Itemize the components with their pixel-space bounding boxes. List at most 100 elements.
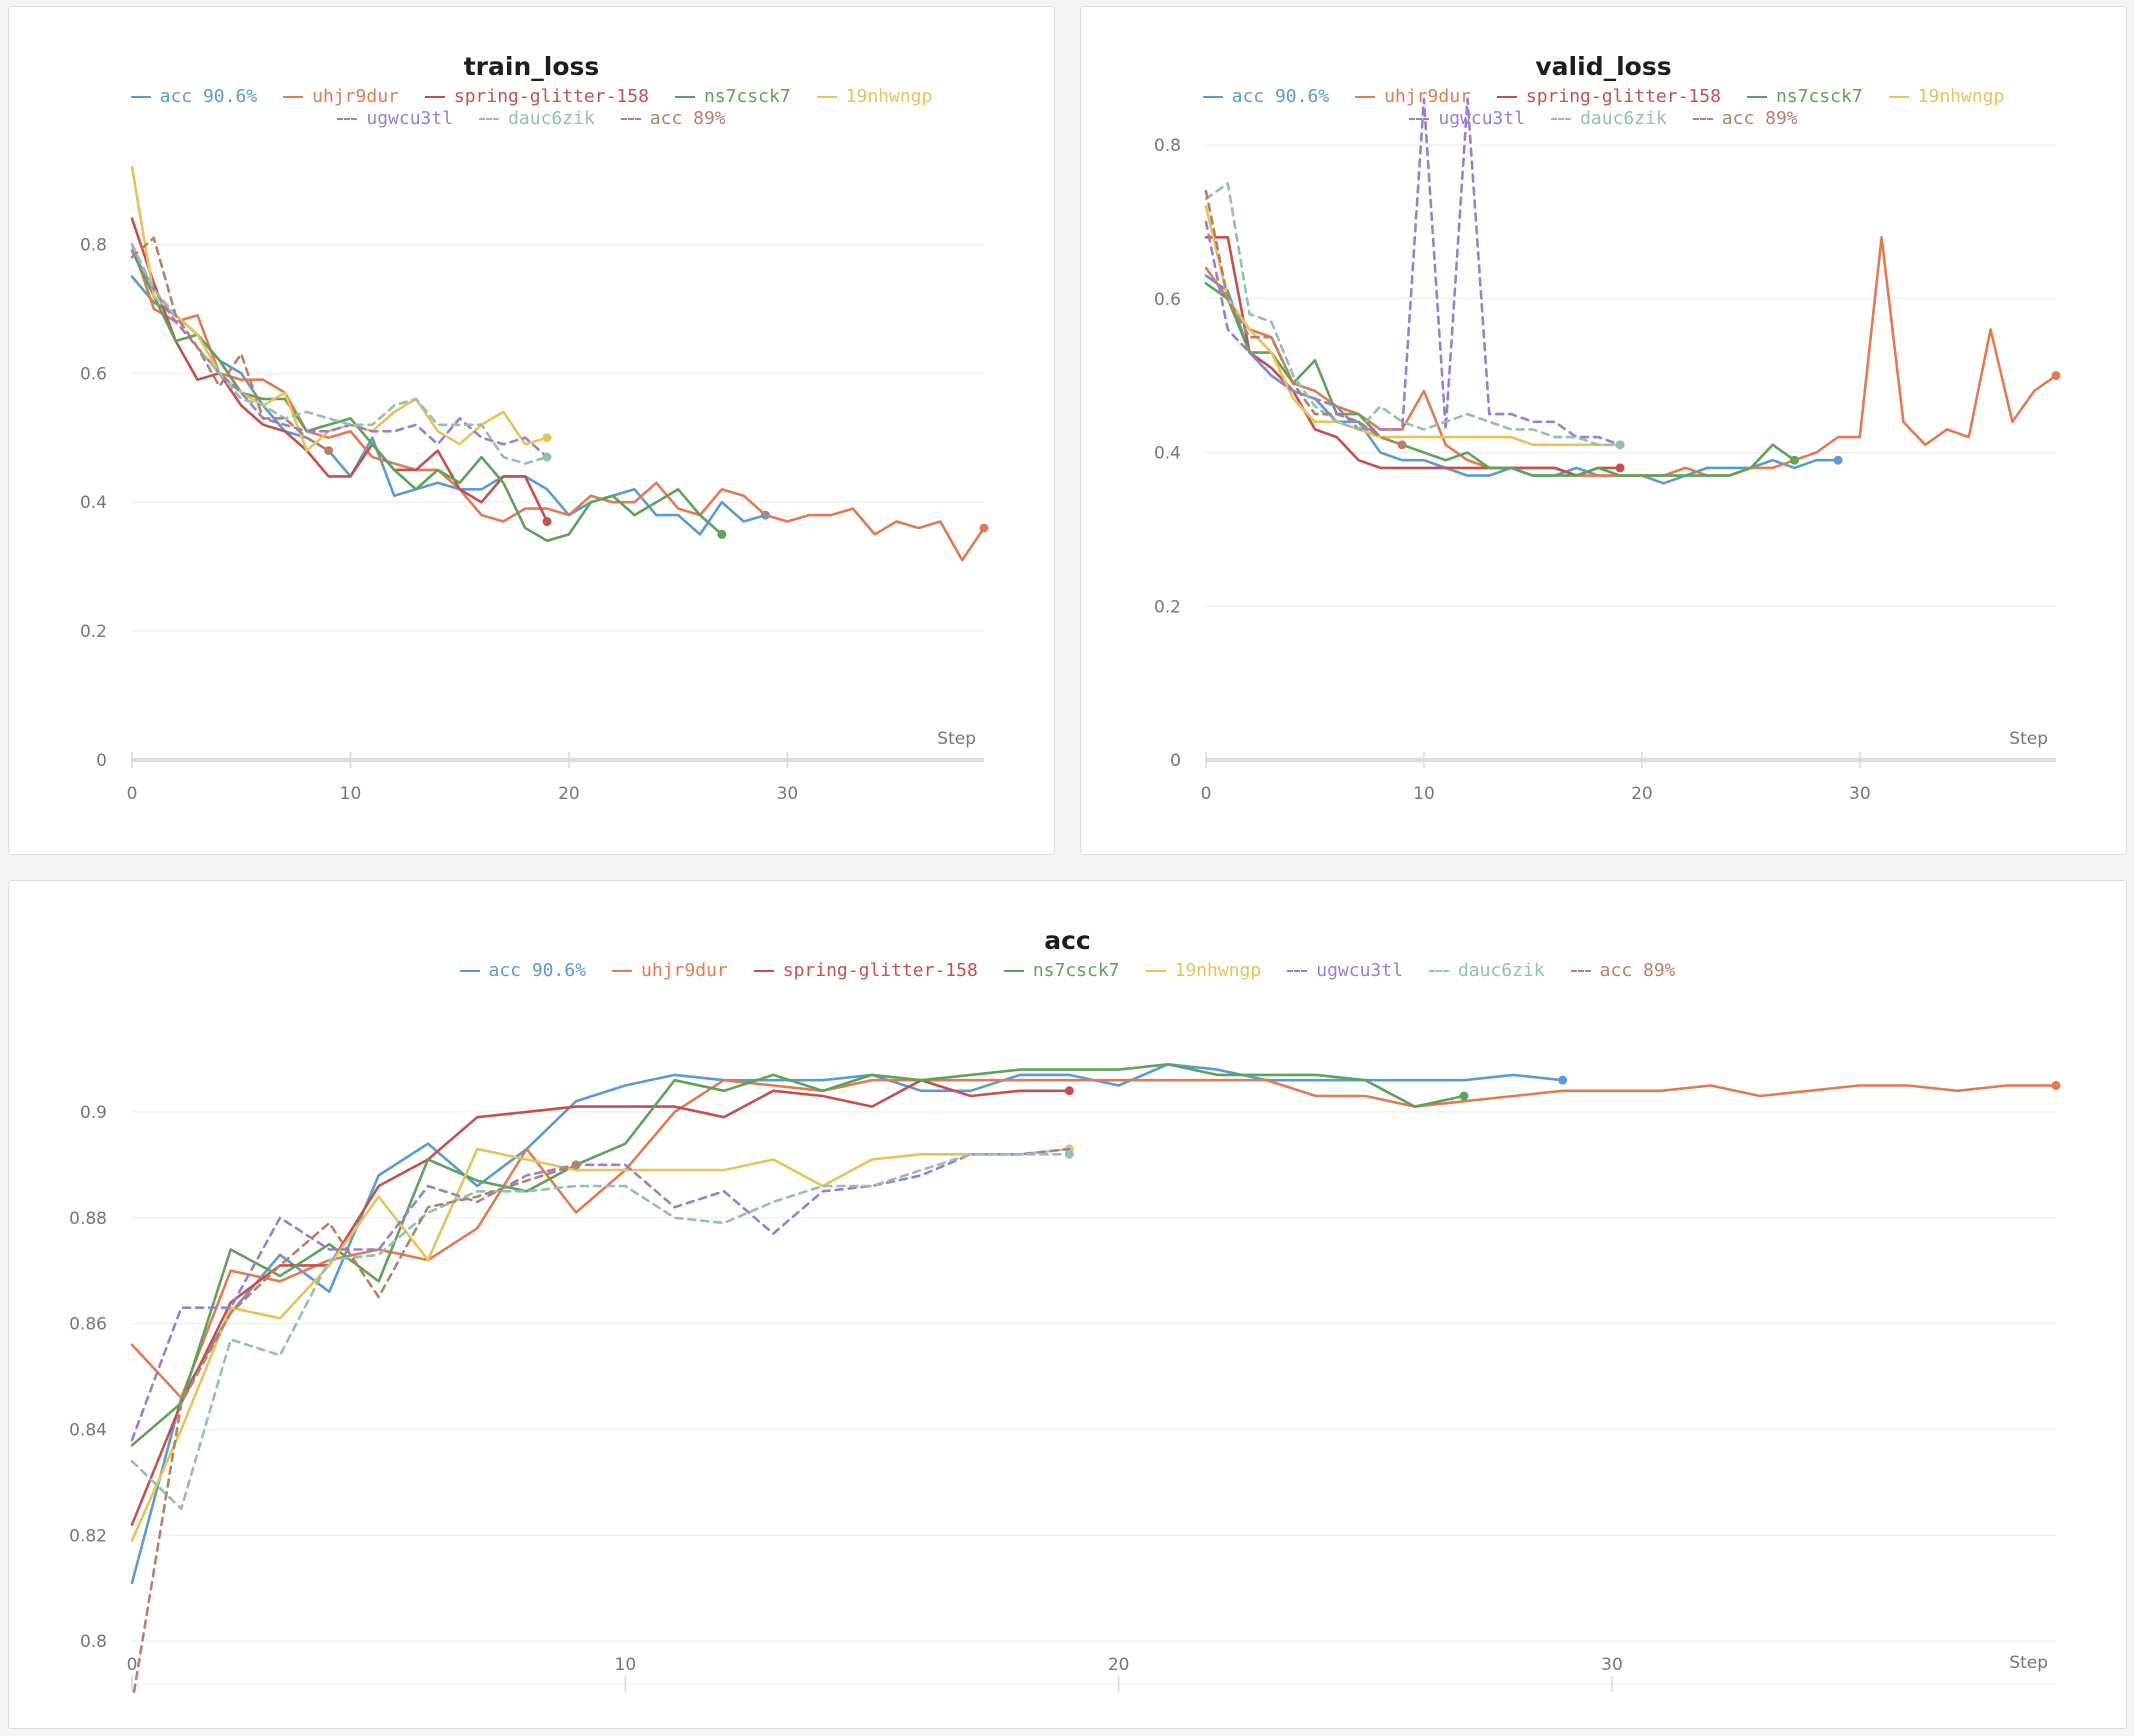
legend-item[interactable]: acc 90.6% xyxy=(1202,86,1329,108)
legend-item[interactable]: ugwcu3tl xyxy=(337,108,453,130)
legend-swatch xyxy=(1409,118,1430,120)
series-line-dauc6zik[interactable] xyxy=(130,1152,1071,1511)
series-end-point[interactable] xyxy=(1064,1086,1074,1096)
series-line-acc-89-[interactable] xyxy=(130,236,330,452)
legend-row: ugwcu3tl dauc6zik acc 89% xyxy=(1141,108,2066,130)
legend-item[interactable]: ns7csck7 xyxy=(1003,960,1120,982)
series-line-ns7csck7[interactable] xyxy=(1204,282,1796,477)
series-line-spring-glitter-158[interactable] xyxy=(130,217,549,523)
series-end-point[interactable] xyxy=(1064,1149,1074,1159)
legend-label: uhjr9dur xyxy=(641,960,728,981)
series-end-point[interactable] xyxy=(542,452,552,462)
series-line-ns7csck7[interactable] xyxy=(130,249,724,543)
series-end-point[interactable] xyxy=(2051,1080,2061,1090)
series-end-point[interactable] xyxy=(1789,455,1799,465)
series-line-uhjr9dur[interactable] xyxy=(130,243,986,562)
legend-swatch xyxy=(459,970,480,972)
legend-label: uhjr9dur xyxy=(312,86,399,107)
series-line-19nhwngp[interactable] xyxy=(130,165,549,452)
x-axis-label: Step xyxy=(2009,1653,2048,1673)
acc-chart[interactable]: 0.8 0.82 0.84 0.86 0.88 0.9 0 10 20 30 Step xyxy=(9,881,2128,1730)
series-line-19nhwngp[interactable] xyxy=(130,1147,1071,1542)
y-tick-label: 0.82 xyxy=(69,1526,107,1546)
series-end-point[interactable] xyxy=(324,446,334,456)
legend-swatch xyxy=(674,96,695,98)
legend-item[interactable]: acc 90.6% xyxy=(459,960,586,982)
series-line-spring-glitter-158[interactable] xyxy=(130,1078,1071,1527)
y-tick-label: 0 xyxy=(96,751,107,771)
legend-swatch xyxy=(816,96,837,98)
legend-item[interactable]: ns7csck7 xyxy=(674,86,791,108)
y-tick-label: 0.86 xyxy=(69,1315,107,1335)
legend-swatch xyxy=(1145,970,1166,972)
series-line-ugwcu3tl[interactable] xyxy=(130,249,549,459)
legend-item[interactable]: 19nhwngp xyxy=(1888,86,2004,108)
series-line-spring-glitter-158[interactable] xyxy=(1204,236,1622,477)
legend-item[interactable]: acc 89% xyxy=(1692,108,1798,130)
series-line-acc-89-[interactable] xyxy=(132,1163,578,1705)
legend-item[interactable]: ugwcu3tl xyxy=(1409,108,1525,130)
legend-label: ugwcu3tl xyxy=(366,108,454,129)
gridlines xyxy=(131,243,984,768)
legend-label: acc 89% xyxy=(1721,108,1798,129)
series-line-uhjr9dur[interactable] xyxy=(130,1078,2058,1400)
legend-swatch xyxy=(424,96,445,98)
series-line-acc-90-6-[interactable] xyxy=(130,1063,1564,1585)
legend-item[interactable]: spring-glitter-158 xyxy=(424,86,649,108)
y-tick-label: 0 xyxy=(1170,751,1181,771)
series-end-point[interactable] xyxy=(1615,440,1625,450)
legend-label: ns7csck7 xyxy=(1032,960,1120,981)
valid-loss-legend: acc 90.6% uhjr9dur spring-glitter-158 ns7cs… xyxy=(1141,86,2066,130)
train-loss-chart[interactable]: 0 0.2 0.4 0.6 0.8 0 10 20 30 Step xyxy=(9,7,1056,856)
legend-swatch xyxy=(1202,96,1223,98)
legend-swatch xyxy=(1551,118,1572,120)
legend-item[interactable]: acc 89% xyxy=(620,108,726,130)
legend-row: acc 90.6% uhjr9dur spring-glitter-158 ns7cs… xyxy=(1141,86,2066,108)
series-line-19nhwngp[interactable] xyxy=(1204,205,1622,447)
series-line-acc-90-6-[interactable] xyxy=(130,275,767,536)
legend-item[interactable]: uhjr9dur xyxy=(283,86,399,108)
series-end-point[interactable] xyxy=(1459,1091,1469,1101)
x-tick-label: 20 xyxy=(558,784,580,804)
valid-loss-chart[interactable]: 0 0.2 0.4 0.6 0.8 0 10 20 30 Step xyxy=(1081,7,2128,856)
y-tick-label: 0.4 xyxy=(1154,444,1181,464)
legend-label: acc 90.6% xyxy=(159,86,258,107)
series-end-point[interactable] xyxy=(571,1160,581,1170)
series-line-dauc6zik[interactable] xyxy=(130,243,549,465)
legend-item[interactable]: dauc6zik xyxy=(1428,960,1545,982)
legend-item[interactable]: spring-glitter-158 xyxy=(1496,86,1721,108)
train-loss-legend: acc 90.6% uhjr9dur spring-glitter-158 ns7cs… xyxy=(69,86,994,130)
legend-item[interactable]: ugwcu3tl xyxy=(1287,960,1403,982)
legend-label: 19nhwngp xyxy=(1174,960,1262,981)
legend-item[interactable]: dauc6zik xyxy=(479,108,595,130)
legend-label: ns7csck7 xyxy=(1775,86,1863,107)
legend-item[interactable]: acc 90.6% xyxy=(130,86,258,108)
series-end-point[interactable] xyxy=(1615,463,1625,473)
series-line-dauc6zik[interactable] xyxy=(1204,182,1622,447)
series-end-point[interactable] xyxy=(717,529,727,539)
series-line-ns7csck7[interactable] xyxy=(130,1063,1466,1447)
series-line-ugwcu3tl[interactable] xyxy=(130,1147,1071,1442)
series-end-point[interactable] xyxy=(1558,1075,1568,1085)
legend-item[interactable]: dauc6zik xyxy=(1551,108,1667,130)
series-end-point[interactable] xyxy=(542,433,552,443)
series-end-point[interactable] xyxy=(979,523,989,533)
series-end-point[interactable] xyxy=(2051,371,2061,381)
legend-item[interactable]: ns7csck7 xyxy=(1746,86,1863,108)
legend-item[interactable]: uhjr9dur xyxy=(1355,86,1471,108)
legend-item[interactable]: acc 89% xyxy=(1570,960,1676,982)
legend-item[interactable]: 19nhwngp xyxy=(1145,960,1262,982)
series-end-point[interactable] xyxy=(542,517,552,527)
series-line-acc-89-[interactable] xyxy=(1204,189,1404,447)
valid-loss-title: valid_loss xyxy=(1535,52,1672,81)
series-line-uhjr9dur[interactable] xyxy=(1204,236,2058,477)
legend-item[interactable]: 19nhwngp xyxy=(816,86,932,108)
series-line-ugwcu3tl[interactable] xyxy=(1204,97,1622,447)
legend-item[interactable]: spring-glitter-158 xyxy=(753,960,978,982)
legend-item[interactable]: uhjr9dur xyxy=(612,960,728,982)
legend-label: uhjr9dur xyxy=(1384,86,1471,107)
series-end-point[interactable] xyxy=(1397,440,1407,450)
legend-swatch xyxy=(612,970,633,972)
valid-loss-panel: 0 0.2 0.4 0.6 0.8 0 10 20 30 Step valid_loss acc … xyxy=(1080,6,2127,855)
series-end-point[interactable] xyxy=(1833,455,1843,465)
